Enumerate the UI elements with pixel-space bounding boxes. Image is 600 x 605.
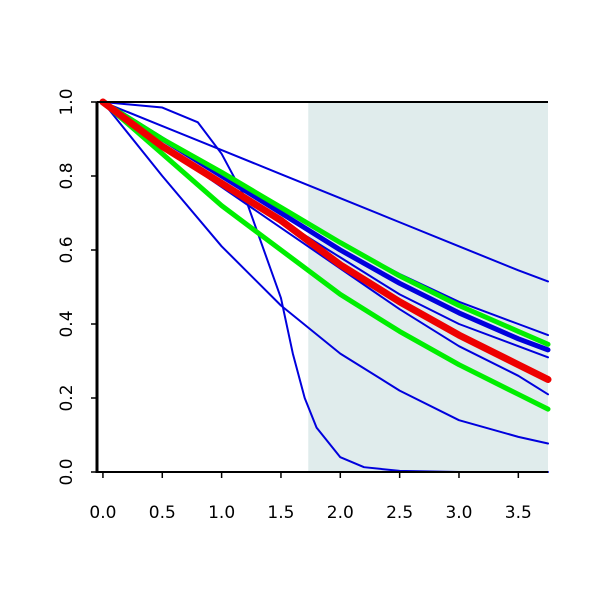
x-tick-label: 2.0: [327, 503, 354, 523]
x-tick-label: 3.0: [445, 503, 472, 523]
x-tick-label: 0.5: [149, 503, 176, 523]
x-tick-label: 3.5: [505, 503, 532, 523]
series-line-6: [101, 101, 549, 473]
y-tick-label: 0.4: [57, 310, 77, 337]
x-tick-label: 1.0: [208, 503, 235, 523]
y-tick-label: 1.0: [57, 88, 77, 115]
y-tick-label: 0.8: [57, 162, 77, 189]
series-line-8: [100, 99, 551, 347]
series-line-9: [100, 99, 551, 412]
x-tick-label: 1.5: [267, 503, 294, 523]
x-tick-label: 0.0: [89, 503, 116, 523]
axes-layer: 0.0 0.5 1.0 1.5 2.0 2.5 3.0 3.5 0.0 0.2 0.4 0.6 0.8 1…: [57, 88, 548, 523]
y-tick-label: 0.2: [57, 384, 77, 411]
x-tick-label: 2.5: [386, 503, 413, 523]
series-layer: [99, 98, 552, 473]
series-line-1: [101, 101, 549, 283]
y-tick-label: 0.0: [57, 458, 77, 485]
y-tick-label: 0.6: [57, 236, 77, 263]
series-line-10: [99, 98, 552, 383]
series-line-5: [101, 101, 549, 445]
